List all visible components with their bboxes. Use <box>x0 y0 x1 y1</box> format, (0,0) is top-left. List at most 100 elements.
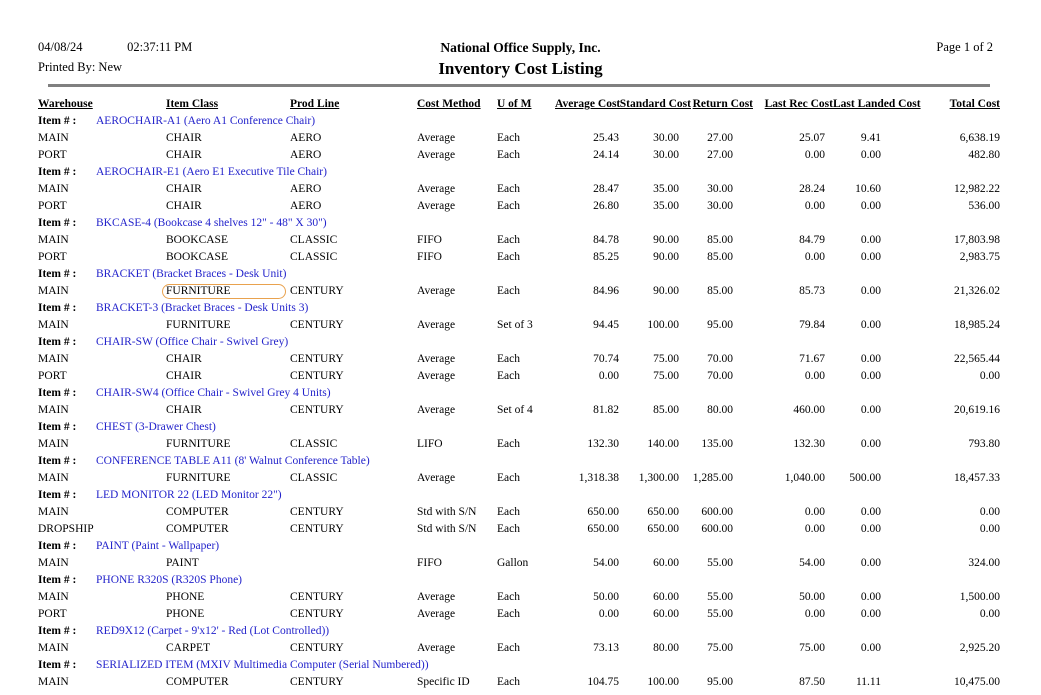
item-name-link[interactable]: CHAIR-SW4 (Office Chair - Swivel Grey 4 … <box>96 387 331 399</box>
cell-average-cost: 84.96 <box>593 285 619 297</box>
cell-uom: Each <box>497 132 520 144</box>
cell-last-rec-cost: 85.73 <box>799 285 825 297</box>
cell-warehouse: MAIN <box>38 404 69 416</box>
cell-warehouse: MAIN <box>38 353 69 365</box>
cell-item-class: CHAIR <box>166 404 202 416</box>
column-header-total-cost: Total Cost <box>949 98 1000 110</box>
item-name-link[interactable]: SERIALIZED ITEM (MXIV Multimedia Compute… <box>96 659 429 671</box>
cell-item-class: PHONE <box>166 608 205 620</box>
item-name-link[interactable]: RED9X12 (Carpet - 9'x12' - Red (Lot Cont… <box>96 625 330 637</box>
item-name-link[interactable]: BKCASE-4 (Bookcase 4 shelves 12" - 48" X… <box>96 217 327 229</box>
cell-standard-cost: 75.00 <box>653 353 679 365</box>
cell-standard-cost: 90.00 <box>653 251 679 263</box>
cell-prod-line: AERO <box>290 200 322 212</box>
cell-total-cost: 18,457.33 <box>954 472 1000 484</box>
cell-warehouse: MAIN <box>38 234 69 246</box>
cell-return-cost: 30.00 <box>707 200 733 212</box>
cell-last-landed-cost: 9.41 <box>860 132 881 144</box>
cell-return-cost: 600.00 <box>701 506 733 518</box>
column-header-return-cost: Return Cost <box>692 98 753 110</box>
cell-return-cost: 55.00 <box>707 608 733 620</box>
cell-average-cost: 94.45 <box>593 319 619 331</box>
item-header-row: Item # : CONFERENCE TABLE A11 (8' Walnut … <box>38 453 1000 470</box>
cell-standard-cost: 650.00 <box>647 523 679 535</box>
cell-warehouse: MAIN <box>38 183 69 195</box>
cell-item-class: FURNITURE <box>162 283 290 300</box>
cell-uom: Each <box>497 353 520 365</box>
item-number-label: Item # : <box>38 625 77 637</box>
cell-cost-method: Average <box>417 132 456 144</box>
item-name-link[interactable]: CHEST (3-Drawer Chest) <box>96 421 216 433</box>
cell-warehouse: MAIN <box>38 319 69 331</box>
item-number-label: Item # : <box>38 302 77 314</box>
cell-last-rec-cost: 0.00 <box>804 506 825 518</box>
item-name-link[interactable]: PAINT (Paint - Wallpaper) <box>96 540 220 552</box>
cell-return-cost: 85.00 <box>707 285 733 297</box>
cell-item-class: FURNITURE <box>166 319 231 331</box>
cell-standard-cost: 1,300.00 <box>638 472 679 484</box>
cell-return-cost: 70.00 <box>707 353 733 365</box>
cell-return-cost: 600.00 <box>701 523 733 535</box>
cell-average-cost: 24.14 <box>593 149 619 161</box>
item-name-link[interactable]: AEROCHAIR-E1 (Aero E1 Executive Tile Cha… <box>96 166 327 178</box>
cell-last-landed-cost: 0.00 <box>860 557 881 569</box>
cell-average-cost: 104.75 <box>587 676 619 688</box>
cell-prod-line: CENTURY <box>290 319 344 331</box>
cell-average-cost: 1,318.38 <box>578 472 619 484</box>
cell-item-class: PAINT <box>166 557 199 569</box>
cell-prod-line: CENTURY <box>290 404 344 416</box>
column-header-uom: U of M <box>497 98 532 110</box>
item-header-row: Item # : LED MONITOR 22 (LED Monitor 22") <box>38 487 1000 504</box>
cell-average-cost: 132.30 <box>587 438 619 450</box>
cell-item-class: CHAIR <box>166 132 202 144</box>
cell-uom: Each <box>497 251 520 263</box>
item-name-link[interactable]: CONFERENCE TABLE A11 (8' Walnut Conferen… <box>96 455 370 467</box>
cell-item-class: CHAIR <box>166 149 202 161</box>
cell-last-landed-cost: 0.00 <box>860 608 881 620</box>
cell-last-landed-cost: 0.00 <box>860 251 881 263</box>
item-number-label: Item # : <box>38 421 77 433</box>
cell-cost-method: FIFO <box>417 234 442 246</box>
cell-cost-method: Average <box>417 642 456 654</box>
item-name-link[interactable]: BRACKET (Bracket Braces - Desk Unit) <box>96 268 287 280</box>
cell-return-cost: 95.00 <box>707 319 733 331</box>
table-row: PORT CHAIR CENTURY Average Each 0.00 75.00 70.0… <box>38 368 1000 385</box>
item-header-row: Item # : AEROCHAIR-A1 (Aero A1 Conference… <box>38 113 1000 130</box>
cell-last-landed-cost: 0.00 <box>860 234 881 246</box>
cell-last-rec-cost: 1,040.00 <box>784 472 825 484</box>
cell-last-landed-cost: 0.00 <box>860 506 881 518</box>
cell-return-cost: 135.00 <box>701 438 733 450</box>
cell-item-class: COMPUTER <box>166 506 229 518</box>
item-name-link[interactable]: LED MONITOR 22 (LED Monitor 22") <box>96 489 282 501</box>
table-row: MAIN FURNITURE CLASSIC LIFO Each 132.30 140.00… <box>38 436 1000 453</box>
cell-average-cost: 84.78 <box>593 234 619 246</box>
cell-warehouse: MAIN <box>38 676 69 688</box>
highlight-box: FURNITURE <box>162 283 286 299</box>
item-name-link[interactable]: BRACKET-3 (Bracket Braces - Desk Units 3… <box>96 302 309 314</box>
table-row: DROPSHIP COMPUTER CENTURY Std with S/N Each 6… <box>38 521 1000 538</box>
item-number-label: Item # : <box>38 489 77 501</box>
item-name-link[interactable]: PHONE R320S (R320S Phone) <box>96 574 243 586</box>
cell-cost-method: Average <box>417 370 456 382</box>
cell-standard-cost: 90.00 <box>653 285 679 297</box>
item-name-link[interactable]: CHAIR-SW (Office Chair - Swivel Grey) <box>96 336 289 348</box>
cell-return-cost: 75.00 <box>707 642 733 654</box>
table-row: PORT CHAIR AERO Average Each 26.80 35.00 30.00 0… <box>38 198 1000 215</box>
item-number-label: Item # : <box>38 540 77 552</box>
cell-average-cost: 25.43 <box>593 132 619 144</box>
cell-last-rec-cost: 28.24 <box>799 183 825 195</box>
item-name-link[interactable]: AEROCHAIR-A1 (Aero A1 Conference Chair) <box>96 115 316 127</box>
item-number-label: Item # : <box>38 387 77 399</box>
cell-total-cost: 793.80 <box>968 438 1000 450</box>
cell-warehouse: PORT <box>38 200 67 212</box>
cell-standard-cost: 140.00 <box>647 438 679 450</box>
cell-standard-cost: 30.00 <box>653 132 679 144</box>
cell-prod-line <box>290 555 417 572</box>
cell-total-cost: 18,985.24 <box>954 319 1000 331</box>
table-row: PORT BOOKCASE CLASSIC FIFO Each 85.25 90.00 85.… <box>38 249 1000 266</box>
cell-uom: Each <box>497 234 520 246</box>
cell-average-cost: 73.13 <box>593 642 619 654</box>
item-header-row: Item # : CHEST (3-Drawer Chest) <box>38 419 1000 436</box>
cell-total-cost: 0.00 <box>979 370 1000 382</box>
